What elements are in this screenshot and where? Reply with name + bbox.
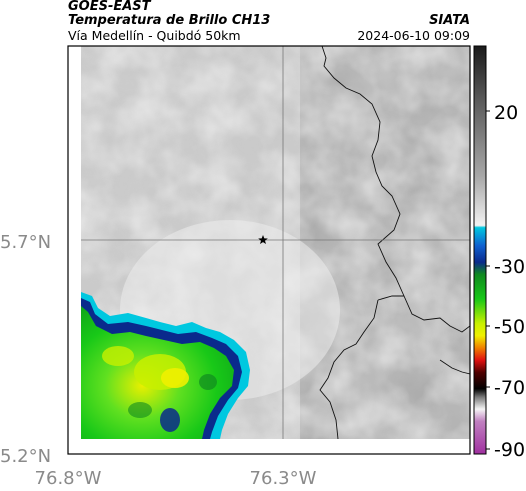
lat-label-5-2: 5.2°N — [0, 446, 51, 467]
colorbar-tick-minus50: -50 — [494, 316, 525, 338]
colorbar-tick-minus30: -30 — [494, 256, 525, 278]
colorbar — [474, 46, 486, 454]
lat-label-5-7: 5.7°N — [0, 232, 51, 253]
lon-label-76-8: 76.8°W — [35, 468, 102, 489]
lon-label-76-3: 76.3°W — [250, 468, 317, 489]
colorbar-tick-minus90: -90 — [494, 439, 525, 461]
colorbar-tick-minus70: -70 — [494, 377, 525, 399]
imagery-layer — [81, 46, 470, 439]
colorbar-tick-20: 20 — [494, 102, 518, 124]
